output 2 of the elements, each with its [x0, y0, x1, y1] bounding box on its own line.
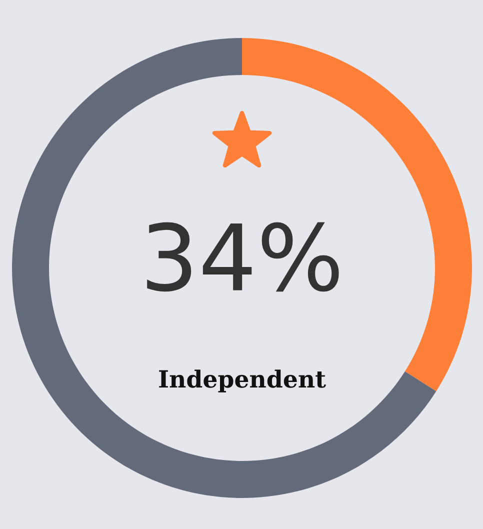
data-label: 34%: [147, 222, 339, 292]
text: Independent: [159, 370, 326, 392]
